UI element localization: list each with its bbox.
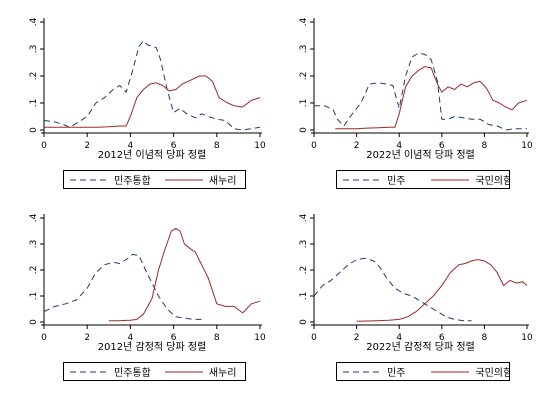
chart-svg: 0 .1 .2 .3 .4 0 2 4 6 8 10 2022년 이념적 당파 정렬 [299, 17, 533, 161]
x-axis-title: 2012년 감정적 당파 정렬 [98, 340, 207, 353]
x-tick-label: 2 [84, 333, 90, 343]
legend: 민주 국민의힘 [336, 362, 510, 381]
y-tick-label: 0 [299, 319, 309, 325]
x-tick-label: 8 [482, 333, 488, 343]
y-tick-label: .2 [29, 72, 39, 81]
x-axis-title: 2012년 이념적 당파 정렬 [98, 148, 207, 161]
y-tick-label: .4 [299, 17, 309, 26]
x-tick-label: 4 [128, 333, 134, 343]
legend: 민주 국민의힘 [336, 170, 510, 189]
legend-label: 새누리 [208, 368, 237, 379]
y-tick-label: .2 [29, 266, 39, 275]
y-tick-label: .1 [299, 292, 309, 301]
x-tick-label: 8 [214, 141, 220, 151]
legend-item-series-a: 민주통합 [70, 364, 151, 379]
legend-item-series-a: 민주 [343, 172, 405, 187]
y-tick-label: 0 [29, 319, 39, 325]
y-tick-label: .3 [29, 240, 39, 249]
series-line-solid [44, 75, 261, 128]
legend-key-solid [431, 367, 470, 377]
y-tick-label: .4 [29, 17, 39, 26]
x-tick-label: 2 [84, 141, 90, 151]
legend-key-dashed [343, 175, 381, 185]
chart-panel-affective-2022: 0 .1 .2 .3 .4 0 2 4 6 8 10 2022년 감정적 당파 정렬 민주 국민의힘 [275, 200, 551, 402]
x-tick-label: 4 [128, 141, 134, 151]
x-tick-label: 10 [254, 333, 266, 343]
legend-key-solid [431, 175, 470, 185]
x-tick-label: 8 [482, 141, 488, 151]
chart-svg: 0 .1 .2 .3 .4 0 2 4 6 8 10 2022년 감정적 당파 정렬 [299, 213, 533, 353]
x-tick-label: 6 [439, 141, 445, 151]
series-line-dashed [43, 253, 202, 320]
x-tick-label: 0 [41, 141, 47, 151]
legend-label: 민주 [387, 368, 406, 379]
legend-key-dashed [70, 367, 108, 377]
chart-svg: 0 .1 .2 .3 .4 0 2 4 6 8 10 2012년 이념적 당파 정렬 [29, 17, 266, 161]
legend-item-series-b: 새누리 [164, 364, 237, 379]
legend-item-series-b: 새누리 [164, 172, 237, 187]
y-tick-label: .1 [29, 292, 39, 301]
x-axis-title: 2022년 이념적 당파 정렬 [366, 148, 475, 161]
series-line-dashed [314, 52, 527, 131]
y-tick-label: .3 [299, 240, 309, 249]
legend-label: 새누리 [208, 176, 237, 187]
y-tick-label: .1 [299, 99, 309, 108]
y-tick-label: .3 [299, 45, 309, 54]
x-tick-label: 6 [171, 333, 177, 343]
x-tick-label: 8 [214, 333, 220, 343]
legend-label: 민주통합 [114, 176, 151, 187]
x-tick-label: 6 [171, 141, 177, 151]
chart-panel-ideological-2012: 0 .1 .2 .3 .4 0 2 4 6 8 10 2012년 이념적 당파 정렬 민주통합 새누리 [0, 0, 275, 200]
x-tick-label: 4 [396, 141, 402, 151]
series-line-dashed [43, 40, 261, 131]
chart-panel-ideological-2022: 0 .1 .2 .3 .4 0 2 4 6 8 10 2022년 이념적 당파 정렬 민주 국민의힘 [275, 0, 551, 200]
x-tick-label: 10 [254, 141, 266, 151]
x-axis-title: 2022년 감정적 당파 정렬 [366, 340, 475, 353]
y-tick-label: 0 [29, 127, 39, 133]
x-tick-label: 0 [41, 333, 47, 343]
x-tick-label: 0 [311, 333, 317, 343]
x-tick-label: 10 [521, 141, 533, 151]
x-tick-label: 4 [396, 333, 402, 343]
y-tick-label: .2 [299, 72, 309, 81]
y-tick-label: 0 [299, 127, 309, 133]
series-line-dashed [313, 257, 472, 322]
legend-key-solid [164, 175, 203, 185]
y-tick-label: .4 [29, 213, 39, 222]
x-tick-label: 2 [354, 141, 360, 151]
chart-panel-affective-2012: 0 .1 .2 .3 .4 0 2 4 6 8 10 2012년 감정적 당파 정렬 민주통합 새누리 [0, 200, 275, 402]
series-line-solid [335, 66, 528, 130]
x-tick-label: 10 [521, 333, 533, 343]
legend-item-series-a: 민주통합 [70, 172, 151, 187]
legend-key-solid [164, 367, 203, 377]
legend: 민주통합 새누리 [63, 362, 246, 381]
y-tick-label: .4 [299, 213, 309, 222]
legend-label: 국민의힘 [475, 176, 510, 187]
series-line-solid [356, 259, 528, 322]
legend-key-dashed [70, 175, 108, 185]
legend-label: 민주통합 [114, 368, 151, 379]
legend-label: 민주 [387, 176, 406, 187]
y-tick-label: .1 [29, 99, 39, 108]
legend-item-series-b: 국민의힘 [431, 364, 510, 379]
legend-item-series-a: 민주 [343, 364, 405, 379]
x-tick-label: 0 [311, 141, 317, 151]
y-tick-label: .2 [299, 266, 309, 275]
legend-label: 국민의힘 [475, 368, 510, 379]
y-tick-label: .3 [29, 45, 39, 54]
legend-key-dashed [343, 367, 381, 377]
x-tick-label: 2 [354, 333, 360, 343]
x-tick-label: 6 [439, 333, 445, 343]
legend: 민주통합 새누리 [63, 170, 246, 189]
series-line-solid [108, 227, 261, 322]
legend-item-series-b: 국민의힘 [431, 172, 510, 187]
chart-svg: 0 .1 .2 .3 .4 0 2 4 6 8 10 2012년 감정적 당파 정렬 [29, 213, 266, 353]
